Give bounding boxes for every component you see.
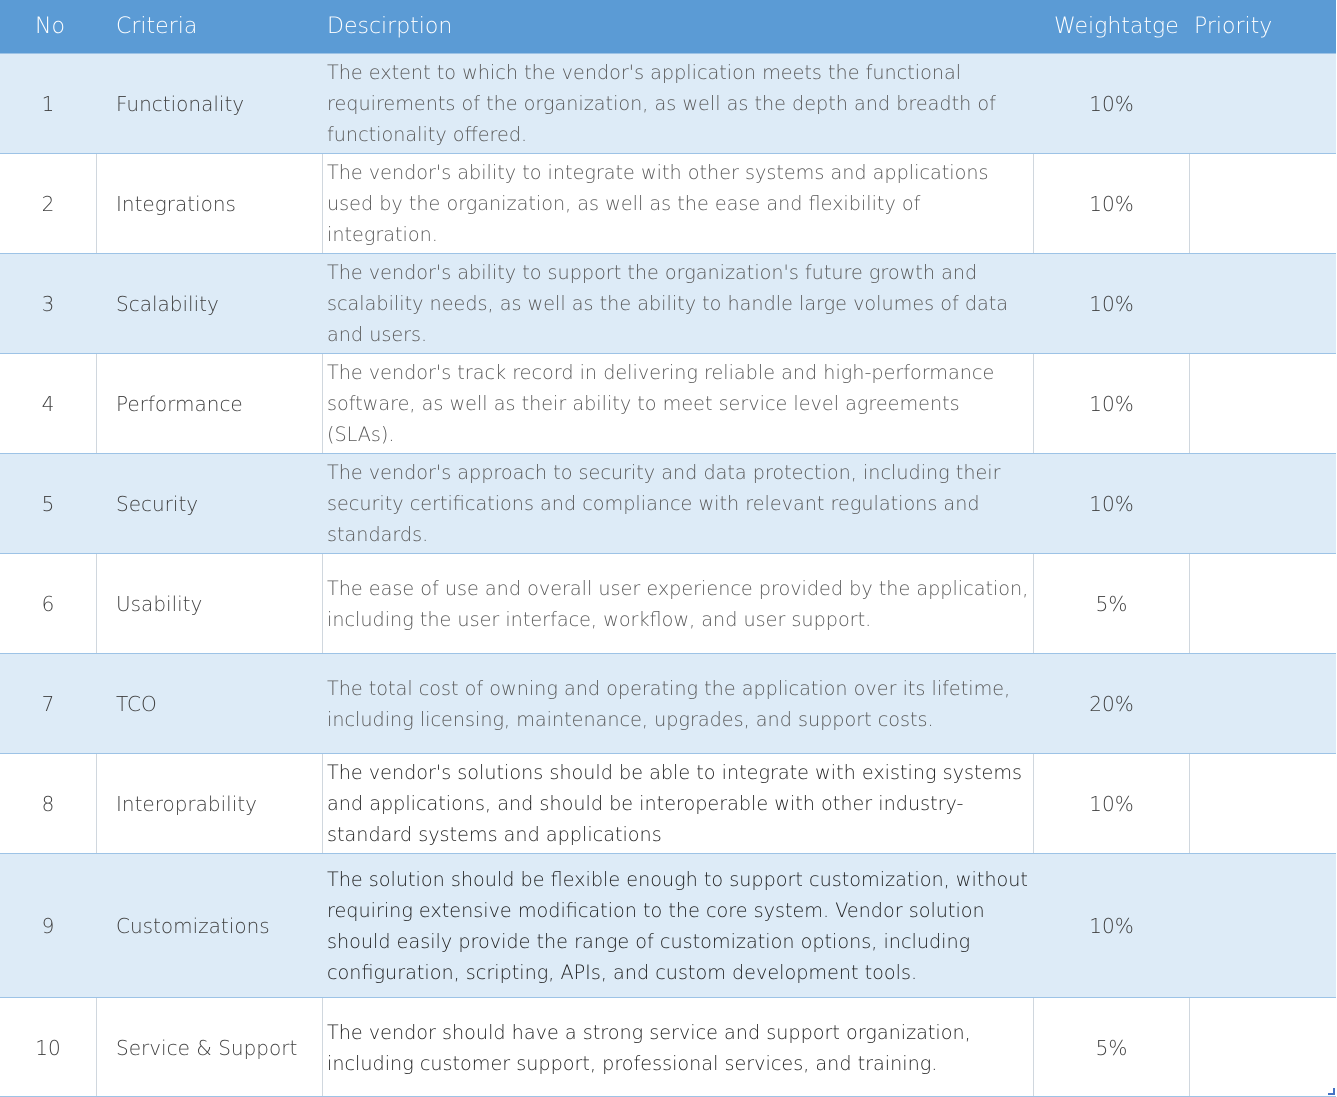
column-divider <box>1189 354 1190 453</box>
criteria-cell: Service & Support <box>116 1035 298 1060</box>
column-divider <box>1033 554 1034 653</box>
weightage-cell: 10% <box>1089 491 1134 516</box>
column-divider <box>1033 998 1034 1097</box>
priority-cell[interactable] <box>1190 254 1336 353</box>
column-divider <box>1033 154 1034 253</box>
priority-cell[interactable] <box>1190 54 1336 153</box>
criteria-cell: Scalability <box>116 291 219 316</box>
table-header <box>0 0 1336 53</box>
weightage-cell: 10% <box>1089 191 1134 216</box>
column-divider <box>1189 754 1190 853</box>
row-number: 4 <box>41 391 55 416</box>
column-divider <box>322 354 323 453</box>
row-number: 6 <box>41 591 55 616</box>
header-description: Descirption <box>327 14 453 39</box>
priority-cell[interactable] <box>1190 154 1336 253</box>
weightage-cell: 20% <box>1089 691 1134 716</box>
description-cell: The vendor's ability to integrate with o… <box>327 161 989 246</box>
criteria-cell: Customizations <box>116 913 270 938</box>
priority-cell[interactable] <box>1190 654 1336 753</box>
description-cell: The vendor's track record in delivering … <box>327 361 995 446</box>
table-row: 9 Customizations The solution should be … <box>0 853 1336 997</box>
weightage-cell: 10% <box>1089 791 1134 816</box>
column-divider <box>96 554 97 653</box>
column-divider <box>322 554 323 653</box>
priority-cell[interactable] <box>1190 554 1336 653</box>
table-row: 4 Performance The vendor's track record … <box>0 353 1336 453</box>
column-divider <box>322 998 323 1097</box>
header-priority: Priority <box>1194 14 1273 39</box>
priority-cell[interactable] <box>1190 354 1336 453</box>
weightage-cell: 10% <box>1089 291 1134 316</box>
row-number: 2 <box>41 191 55 216</box>
header-weightage: Weightatge <box>1054 14 1179 39</box>
column-divider <box>1189 554 1190 653</box>
priority-cell[interactable] <box>1190 454 1336 553</box>
row-number: 8 <box>41 791 55 816</box>
table-row: 8 Interoprability The vendor's solutions… <box>0 753 1336 853</box>
weightage-cell: 10% <box>1089 91 1134 116</box>
weightage-cell: 10% <box>1089 391 1134 416</box>
weightage-cell: 10% <box>1089 913 1134 938</box>
row-number: 9 <box>41 913 55 938</box>
column-divider <box>322 154 323 253</box>
row-number: 10 <box>35 1035 61 1060</box>
column-divider <box>322 754 323 853</box>
description-cell: The vendor should have a strong service … <box>327 1020 971 1075</box>
weightage-cell: 5% <box>1095 591 1128 616</box>
table-row: 3 Scalability The vendor's ability to su… <box>0 253 1336 353</box>
description-cell: The extent to which the vendor's applica… <box>327 61 996 146</box>
priority-cell[interactable] <box>1190 998 1336 1097</box>
criteria-cell: Integrations <box>116 191 236 216</box>
criteria-cell: Interoprability <box>116 791 257 816</box>
column-divider <box>1033 754 1034 853</box>
column-divider <box>96 354 97 453</box>
column-divider <box>96 154 97 253</box>
header-no: No <box>35 14 65 39</box>
column-divider <box>1033 354 1034 453</box>
header-criteria: Criteria <box>116 14 198 39</box>
row-number: 3 <box>41 291 55 316</box>
description-cell: The vendor's solutions should be able to… <box>327 761 1023 846</box>
column-divider <box>96 998 97 1097</box>
criteria-cell: TCO <box>116 691 157 716</box>
table-row: 6 Usability The ease of use and overall … <box>0 553 1336 653</box>
table-row: 5 Security The vendor's approach to secu… <box>0 453 1336 553</box>
description-cell: The total cost of owning and operating t… <box>327 676 1011 731</box>
column-divider <box>96 754 97 853</box>
description-cell: The vendor's ability to support the orga… <box>327 261 1009 346</box>
criteria-cell: Usability <box>116 591 203 616</box>
criteria-cell: Performance <box>116 391 243 416</box>
table-row: 7 TCO The total cost of owning and opera… <box>0 653 1336 753</box>
column-divider <box>1189 154 1190 253</box>
description-cell: The ease of use and overall user experie… <box>327 576 1029 631</box>
table-row: 2 Integrations The vendor's ability to i… <box>0 153 1336 253</box>
table-row: 10 Service & Support The vendor should h… <box>0 997 1336 1097</box>
weightage-cell: 5% <box>1095 1035 1128 1060</box>
description-cell: The solution should be flexible enough t… <box>327 867 1028 984</box>
priority-cell[interactable] <box>1190 854 1336 997</box>
criteria-cell: Functionality <box>116 91 245 116</box>
row-number: 5 <box>41 491 55 516</box>
priority-cell[interactable] <box>1190 754 1336 853</box>
row-number: 1 <box>41 91 55 116</box>
column-divider <box>1189 998 1190 1097</box>
criteria-cell: Security <box>116 491 199 516</box>
description-cell: The vendor's approach to security and da… <box>327 461 1001 546</box>
table-row: 1 Functionality The extent to which the … <box>0 53 1336 153</box>
row-number: 7 <box>41 691 55 716</box>
resize-handle-icon[interactable] <box>1328 1088 1335 1095</box>
